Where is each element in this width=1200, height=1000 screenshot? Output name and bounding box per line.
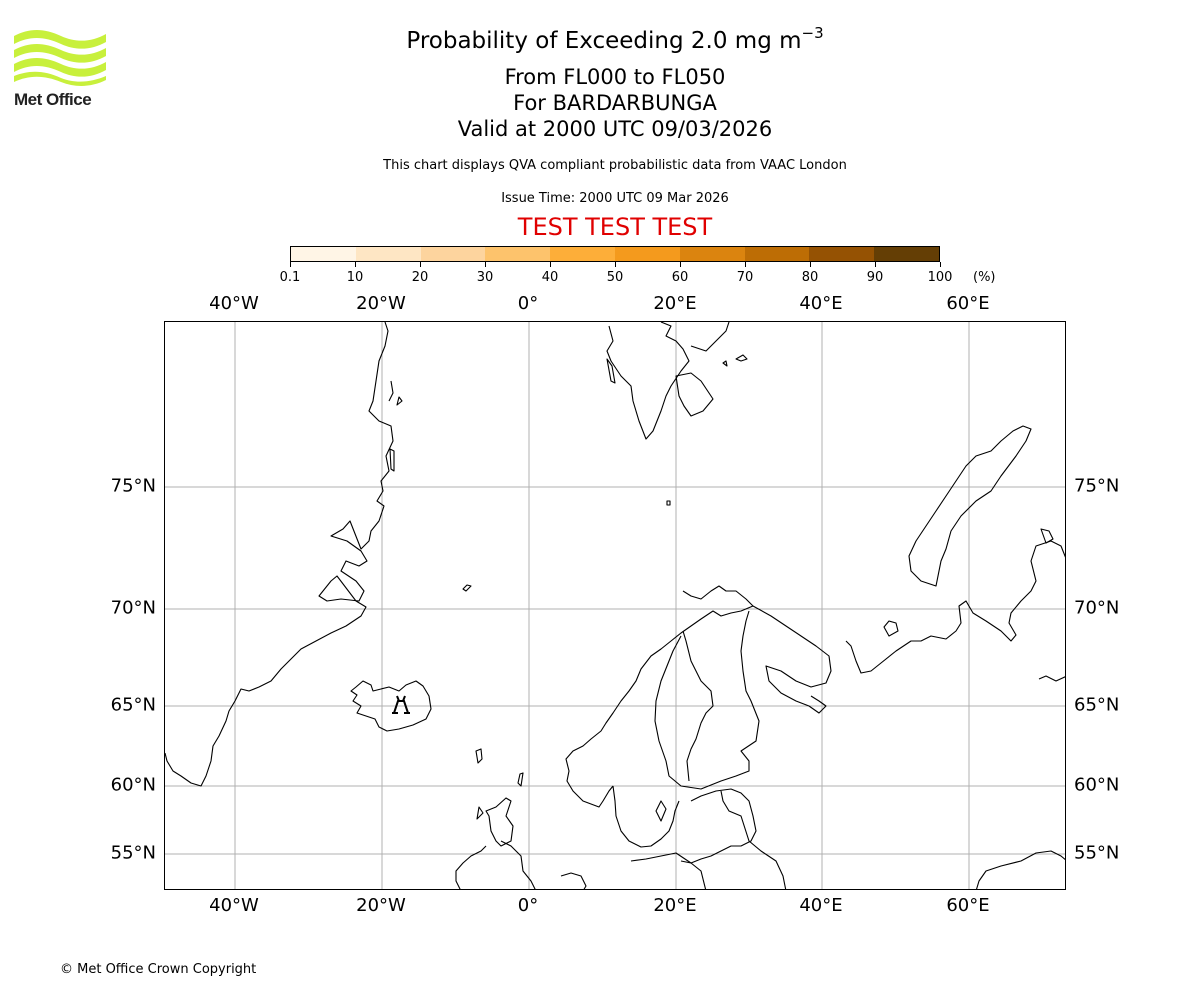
title-main: Probability of Exceeding 2.0 mg m bbox=[406, 28, 802, 54]
colorbar-label: 20 bbox=[411, 270, 429, 285]
colorbar-tick bbox=[550, 262, 551, 267]
map-panel[interactable] bbox=[164, 321, 1066, 890]
colorbar-label: 50 bbox=[606, 270, 624, 285]
latitude-label: 55°N bbox=[110, 842, 156, 864]
colorbar-tick bbox=[290, 262, 291, 267]
latitude-label: 65°N bbox=[110, 694, 156, 716]
colorbar-tick bbox=[940, 262, 941, 267]
test-banner: TEST TEST TEST bbox=[517, 213, 713, 241]
title-details: From FL000 to FL050 For BARDARBUNGA Vali… bbox=[0, 64, 1200, 142]
latitude-label: 75°N bbox=[110, 475, 156, 497]
latitude-label: 55°N bbox=[1074, 842, 1120, 864]
colorbar-segment bbox=[420, 247, 486, 261]
description: This chart displays QVA compliant probab… bbox=[383, 158, 847, 173]
colorbar bbox=[290, 246, 940, 262]
title-superscript: −3 bbox=[801, 24, 824, 42]
volcano-name: For BARDARBUNGA bbox=[513, 91, 717, 115]
colorbar-segment bbox=[614, 247, 680, 261]
flight-levels: From FL000 to FL050 bbox=[504, 65, 726, 89]
colorbar-label: 10 bbox=[346, 270, 364, 285]
valid-time: Valid at 2000 UTC 09/03/2026 bbox=[457, 117, 773, 141]
longitude-label: 20°W bbox=[356, 293, 406, 314]
waves-icon bbox=[14, 30, 106, 86]
longitude-label: 40°E bbox=[799, 895, 843, 916]
colorbar-label: 80 bbox=[801, 270, 819, 285]
colorbar-label: 60 bbox=[671, 270, 689, 285]
colorbar-tick bbox=[615, 262, 616, 267]
latitude-label: 60°N bbox=[110, 774, 156, 796]
colorbar-tick bbox=[745, 262, 746, 267]
colorbar-tick bbox=[875, 262, 876, 267]
colorbar-label: 70 bbox=[736, 270, 754, 285]
colorbar-ticks bbox=[290, 262, 941, 268]
colorbar-tick bbox=[420, 262, 421, 267]
colorbar-label: 0.1 bbox=[279, 270, 301, 285]
colorbar-segment bbox=[679, 247, 745, 261]
latitude-label: 60°N bbox=[1074, 774, 1120, 796]
logo-text: Met Office bbox=[14, 90, 92, 109]
colorbar-segment bbox=[874, 247, 939, 261]
chart-title: Probability of Exceeding 2.0 mg m−3 bbox=[0, 24, 1200, 54]
longitude-label: 60°E bbox=[946, 895, 990, 916]
colorbar-segment bbox=[355, 247, 421, 261]
longitude-label: 0° bbox=[517, 293, 539, 314]
longitude-label: 40°W bbox=[209, 293, 259, 314]
longitude-label: 60°E bbox=[946, 293, 990, 314]
latitude-label: 70°N bbox=[1074, 597, 1120, 619]
colorbar-tick bbox=[355, 262, 356, 267]
colorbar-label: 100 bbox=[927, 270, 953, 285]
latitude-label: 65°N bbox=[1074, 694, 1120, 716]
coastlines bbox=[165, 322, 1065, 889]
colorbar-unit: (%) bbox=[973, 270, 996, 285]
colorbar-segment bbox=[809, 247, 875, 261]
colorbar-tick bbox=[680, 262, 681, 267]
colorbar-label: 30 bbox=[476, 270, 494, 285]
colorbar-segment bbox=[550, 247, 615, 261]
colorbar-segment bbox=[485, 247, 551, 261]
colorbar-tick bbox=[485, 262, 486, 267]
longitude-label: 20°E bbox=[653, 293, 697, 314]
latitude-label: 70°N bbox=[110, 597, 156, 619]
longitude-label: 40°W bbox=[209, 895, 259, 916]
met-office-logo: Met Office bbox=[14, 30, 108, 112]
colorbar-tick bbox=[810, 262, 811, 267]
colorbar-label: 90 bbox=[866, 270, 884, 285]
issue-time: Issue Time: 2000 UTC 09 Mar 2026 bbox=[501, 191, 729, 206]
longitude-label: 40°E bbox=[799, 293, 843, 314]
colorbar-segment bbox=[744, 247, 810, 261]
longitude-label: 20°W bbox=[356, 895, 406, 916]
longitude-label: 20°E bbox=[653, 895, 697, 916]
colorbar-segment bbox=[291, 247, 356, 261]
volcano-icon bbox=[392, 695, 410, 714]
colorbar-label: 40 bbox=[541, 270, 559, 285]
gridlines bbox=[165, 322, 1065, 889]
latitude-label: 75°N bbox=[1074, 475, 1120, 497]
map-canvas bbox=[165, 322, 1065, 889]
copyright: © Met Office Crown Copyright bbox=[60, 962, 257, 977]
longitude-label: 0° bbox=[517, 895, 539, 916]
